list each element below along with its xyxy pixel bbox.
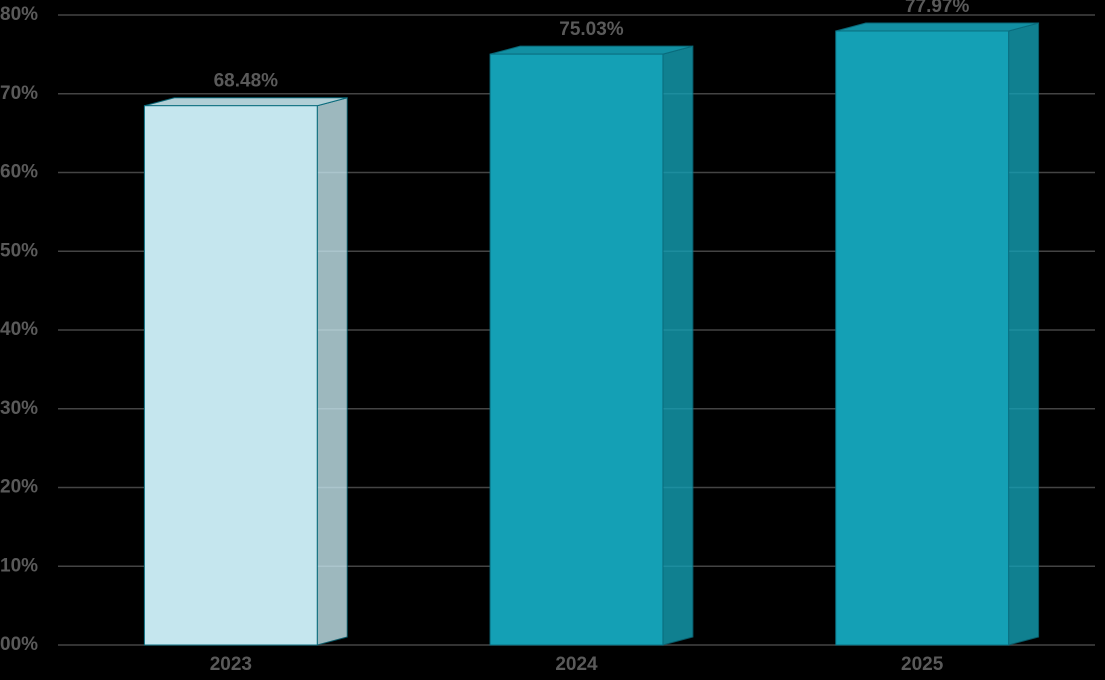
y-tick-label: 50% bbox=[0, 240, 38, 261]
bar-depth bbox=[316, 97, 348, 646]
bar bbox=[143, 105, 318, 646]
bar-top bbox=[489, 45, 694, 55]
x-tick-label: 2024 bbox=[555, 654, 598, 675]
bar-top bbox=[144, 97, 348, 107]
y-tick-label: 20% bbox=[0, 477, 38, 498]
value-label: 68.48% bbox=[214, 71, 279, 92]
y-tick-label: 10% bbox=[0, 555, 38, 576]
y-tick-label: 80% bbox=[0, 4, 38, 25]
bar-depth bbox=[662, 45, 694, 646]
y-tick-label: 30% bbox=[0, 398, 38, 419]
y-tick-label: 00% bbox=[0, 634, 38, 655]
bar bbox=[835, 30, 1010, 646]
value-label: 75.03% bbox=[559, 19, 624, 40]
value-label: 77.97% bbox=[905, 0, 970, 17]
x-tick-label: 2025 bbox=[901, 654, 944, 675]
x-tick-label: 2023 bbox=[210, 654, 252, 675]
bar-top bbox=[835, 22, 1039, 32]
y-tick-label: 40% bbox=[0, 319, 38, 340]
y-tick-label: 60% bbox=[0, 162, 38, 183]
bar-depth bbox=[1008, 22, 1040, 646]
y-tick-label: 70% bbox=[0, 83, 38, 104]
bar bbox=[489, 53, 664, 646]
